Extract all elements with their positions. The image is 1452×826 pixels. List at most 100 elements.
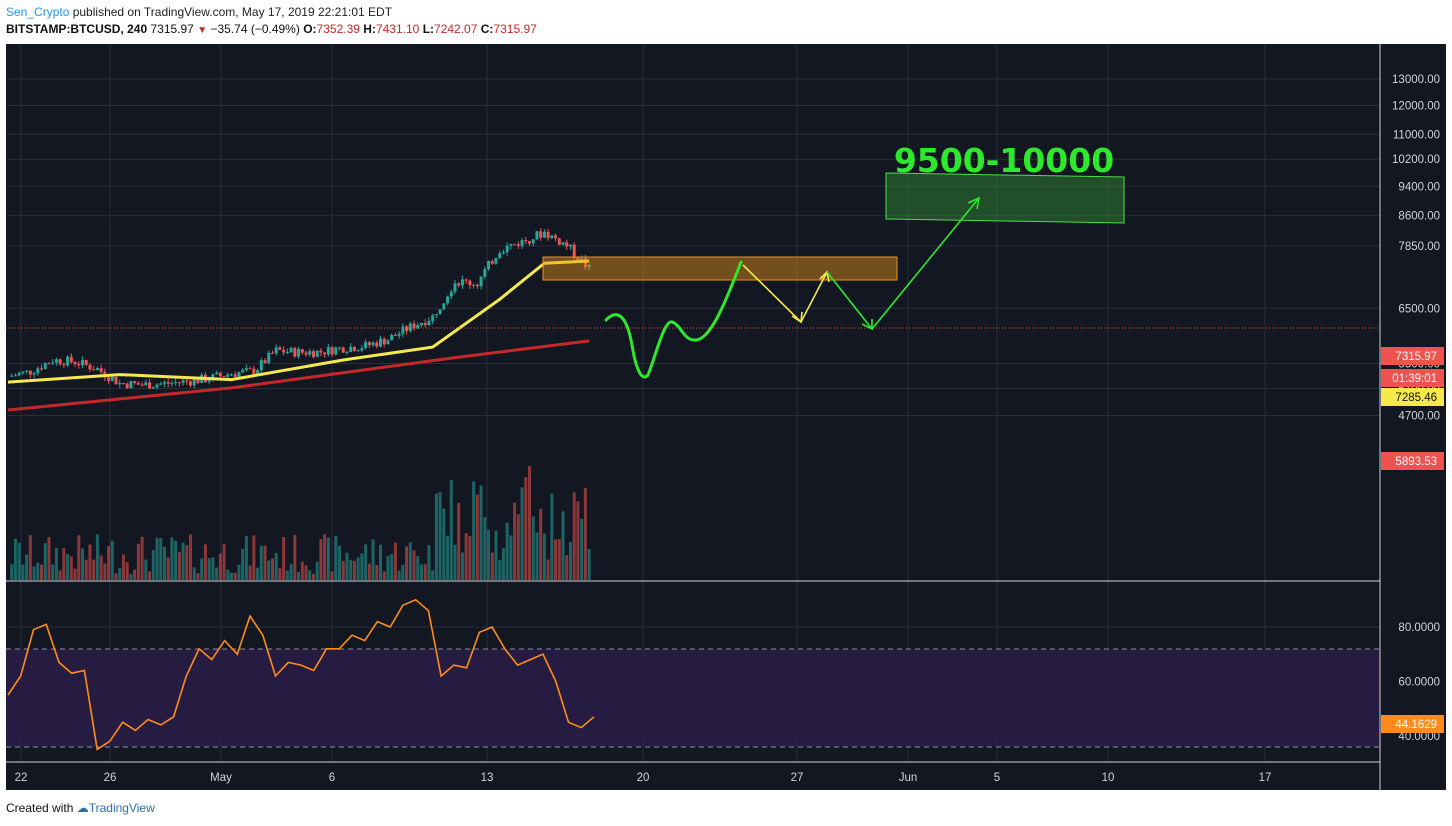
volume-bar — [386, 555, 390, 580]
volume-bar — [431, 570, 435, 580]
candle-body — [416, 325, 420, 329]
down-arrow-icon: ▼ — [197, 25, 208, 36]
volume-bar — [326, 537, 330, 580]
author-link[interactable]: Sen_Crypto — [6, 5, 70, 19]
candle-body — [382, 338, 386, 345]
resistance-zone[interactable] — [542, 256, 898, 281]
time-tick-1: 26 — [104, 772, 117, 784]
candle-body — [442, 303, 446, 310]
candle-body — [531, 239, 535, 244]
candle-body — [583, 258, 587, 268]
candle-body — [248, 368, 252, 370]
volume-bar — [434, 493, 438, 580]
volume-bar — [334, 536, 338, 580]
candle-body — [352, 346, 356, 352]
volume-bar — [509, 535, 513, 580]
volume-bar — [330, 571, 334, 580]
volume-bar — [133, 569, 137, 580]
volume-bar — [62, 548, 66, 580]
candle-body — [479, 276, 483, 287]
volume-bar — [200, 558, 204, 580]
volume-bar — [468, 535, 472, 580]
candle-body — [114, 376, 118, 385]
volume-bar — [446, 535, 450, 580]
open-value: 7352.39 — [316, 22, 360, 36]
volume-bar — [241, 548, 245, 580]
volume-bar — [140, 536, 144, 580]
price-tick-0: 13000.00 — [1392, 74, 1440, 86]
candle-body — [308, 351, 312, 355]
candle-body — [356, 350, 360, 352]
candle-body — [170, 382, 174, 384]
volume-bar — [10, 564, 14, 580]
candle-body — [460, 279, 464, 286]
candle-body — [54, 359, 58, 363]
candle-body — [587, 264, 591, 268]
time-tick-3: 6 — [329, 772, 335, 784]
candle-body — [40, 368, 44, 370]
volume-bar — [32, 566, 36, 580]
rsi-band — [6, 649, 1380, 747]
rsi-line — [7, 598, 595, 751]
published-text: published on TradingView.com, May 17, 20… — [69, 5, 393, 19]
candle-body — [297, 349, 301, 357]
price-tick-10: 4700.00 — [1398, 411, 1440, 423]
volume-bar — [557, 539, 561, 580]
candle-body — [47, 363, 51, 365]
volume-bar — [174, 540, 178, 580]
projection-curve[interactable] — [604, 260, 743, 379]
price-badges: 7315.97 01:39:01 7285.46 5893.53 44.1629 — [1381, 347, 1444, 733]
volume-bar — [311, 573, 315, 580]
candle-body — [95, 368, 99, 371]
candle-body — [99, 368, 103, 372]
candle-body — [576, 257, 580, 261]
volume-bar — [84, 559, 88, 580]
candle-body — [226, 374, 230, 377]
volume-bar — [539, 508, 543, 580]
candle-body — [345, 351, 349, 353]
volume-bar — [580, 518, 584, 580]
time-tick-0: 22 — [15, 772, 28, 784]
candle-body — [446, 296, 450, 304]
volume-bar — [475, 494, 479, 580]
candle-body — [263, 360, 267, 364]
rsi-badge-bg — [1381, 715, 1444, 733]
volume-bar — [159, 538, 163, 580]
candle-body — [524, 240, 528, 242]
green-arrowhead-up — [967, 196, 981, 210]
target-zone[interactable] — [885, 172, 1125, 224]
volume-bar — [21, 564, 25, 580]
candle-body — [367, 342, 371, 346]
candle-body — [468, 280, 472, 286]
close-label: C: — [480, 22, 494, 36]
volume-bar — [375, 565, 379, 580]
candle-body — [259, 360, 263, 371]
volume-bar — [460, 552, 464, 580]
candle-body — [92, 369, 96, 371]
candle-body — [580, 258, 584, 261]
volume-bar — [248, 565, 252, 580]
time-tick-9: 10 — [1102, 772, 1115, 784]
volume-bar — [300, 561, 304, 580]
price-badge-3: 5893.53 — [1395, 456, 1437, 468]
projection-arrows[interactable] — [742, 196, 981, 331]
candle-body — [241, 370, 245, 373]
candle-body — [334, 347, 338, 355]
volume-bar — [513, 502, 517, 580]
price-tick-1: 12000.00 — [1392, 100, 1440, 112]
candle-body — [222, 375, 226, 377]
volume-bar — [319, 539, 323, 580]
volume-bar — [304, 565, 308, 580]
candle-body — [546, 231, 550, 239]
price-axis-bg[interactable] — [1380, 44, 1446, 790]
tradingview-link[interactable]: TradingView — [88, 801, 155, 815]
candle-body — [319, 350, 323, 353]
candles[interactable] — [10, 227, 591, 390]
candle-body — [349, 346, 353, 352]
volume-bar — [401, 564, 405, 580]
volume-bar — [95, 534, 99, 580]
volume-bar — [13, 538, 17, 580]
candle-body — [244, 368, 248, 371]
candle-body — [483, 269, 487, 277]
